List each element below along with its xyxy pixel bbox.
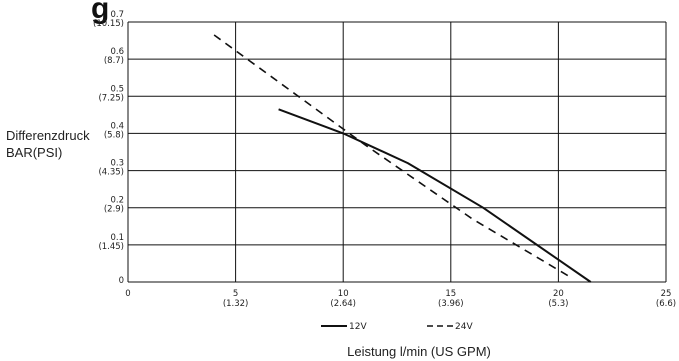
x-tick-label: 10 [338, 289, 349, 299]
y-axis-label-line2: BAR(PSI) [6, 145, 62, 160]
x-tick-label-gpm: (6.6) [656, 299, 676, 309]
y-tick-label: 0.2 [110, 196, 124, 206]
y-tick-label: 0.1 [110, 233, 124, 243]
legend-label-24V: 24V [455, 322, 473, 332]
x-axis-ticks: 0 5(1.32) 10(2.64) 15(3.96) 20(5.3) 25(6.6) [125, 289, 676, 309]
y-tick-label-psi: (1.45) [98, 242, 124, 252]
x-tick-label-gpm: (2.64) [330, 299, 356, 309]
y-tick-label-psi: (5.8) [104, 130, 124, 140]
legend: 12V 24V [321, 322, 473, 332]
y-tick-label-psi: (7.25) [98, 93, 124, 103]
x-tick-label: 20 [553, 289, 564, 299]
y-tick-label-psi: (2.9) [104, 205, 124, 215]
legend-label-12V: 12V [349, 322, 367, 332]
y-axis-ticks: 0 0.1(1.45) 0.2(2.9) 0.3(4.35) 0.4(5.8) 0.5(7… [93, 10, 124, 286]
y-tick-label: 0.3 [110, 159, 124, 169]
x-axis-label: Leistung l/min (US GPM) [347, 344, 491, 359]
y-tick-label: 0.5 [110, 84, 124, 94]
x-tick-label: 25 [661, 289, 672, 299]
x-tick-label: 15 [445, 289, 456, 299]
y-tick-label-psi: (8.7) [104, 56, 124, 66]
y-tick-label: 0.6 [110, 47, 124, 57]
y-tick-label-psi: (10.15) [93, 19, 124, 29]
y-tick-label: 0.4 [110, 121, 124, 131]
grid [127, 21, 667, 283]
x-tick-label: 0 [125, 289, 130, 299]
y-tick-label-psi: (4.35) [98, 168, 124, 178]
series-12V-line [278, 108, 592, 283]
x-tick-label: 5 [233, 289, 238, 299]
y-axis-label-line1: Differenzdruck [6, 128, 90, 143]
x-tick-label-gpm: (1.32) [223, 299, 249, 309]
title-fragment: g [91, 0, 109, 25]
y-tick-label: 0.7 [110, 10, 124, 20]
y-tick-label: 0 [119, 276, 124, 286]
x-tick-label-gpm: (5.3) [548, 299, 568, 309]
series-lines [213, 34, 592, 283]
x-tick-label-gpm: (3.96) [438, 299, 464, 309]
